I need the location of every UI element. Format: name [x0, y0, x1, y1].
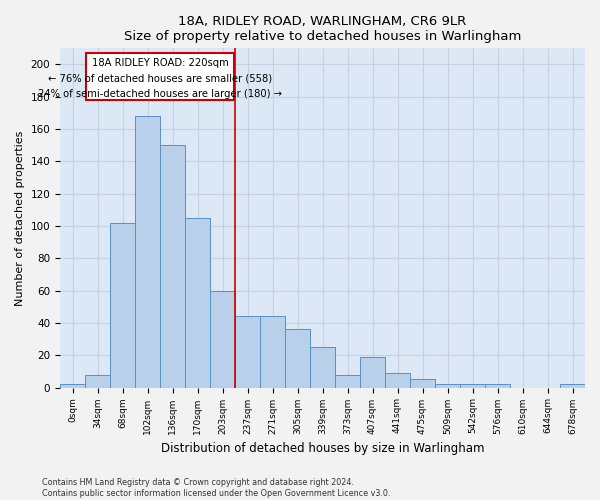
Bar: [260, 316, 285, 388]
Bar: [110, 223, 135, 388]
Bar: [285, 330, 310, 388]
Bar: [60, 384, 85, 388]
Bar: [410, 380, 435, 388]
Bar: [435, 384, 460, 388]
Bar: [235, 316, 260, 388]
Bar: [185, 218, 210, 388]
Bar: [335, 374, 360, 388]
Bar: [360, 357, 385, 388]
Text: 24% of semi-detached houses are larger (180) →: 24% of semi-detached houses are larger (…: [38, 89, 282, 99]
Bar: [385, 373, 410, 388]
Text: ← 76% of detached houses are smaller (558): ← 76% of detached houses are smaller (55…: [48, 73, 272, 83]
Title: 18A, RIDLEY ROAD, WARLINGHAM, CR6 9LR
Size of property relative to detached hous: 18A, RIDLEY ROAD, WARLINGHAM, CR6 9LR Si…: [124, 15, 521, 43]
X-axis label: Distribution of detached houses by size in Warlingham: Distribution of detached houses by size …: [161, 442, 484, 455]
Bar: [135, 116, 160, 388]
Bar: [160, 146, 185, 388]
Bar: [85, 374, 110, 388]
Text: Contains HM Land Registry data © Crown copyright and database right 2024.
Contai: Contains HM Land Registry data © Crown c…: [42, 478, 391, 498]
Bar: [460, 384, 485, 388]
Bar: [210, 290, 235, 388]
Y-axis label: Number of detached properties: Number of detached properties: [15, 130, 25, 306]
Bar: [485, 384, 510, 388]
Text: 18A RIDLEY ROAD: 220sqm: 18A RIDLEY ROAD: 220sqm: [92, 58, 229, 68]
Bar: [560, 384, 585, 388]
Bar: [86, 53, 234, 100]
Bar: [310, 347, 335, 388]
